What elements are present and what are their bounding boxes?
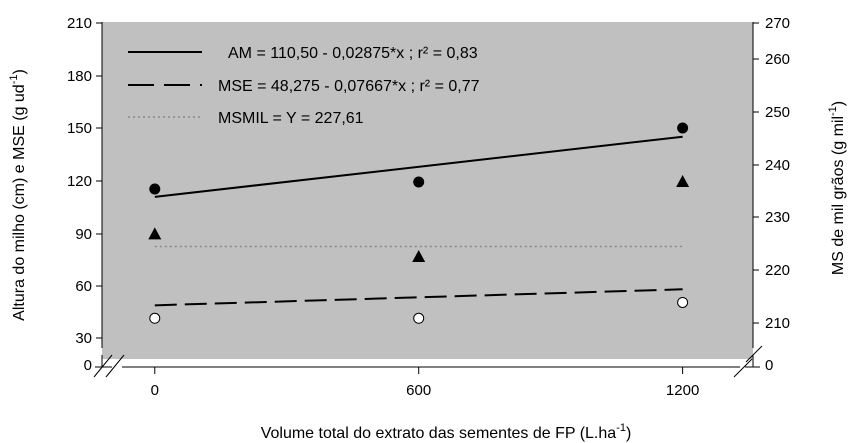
legend-label: AM = 110,50 - 0,02875*x ; r² = 0,83 [228,45,478,62]
y-right-tick-label: 230 [765,209,790,226]
y-left-tick-label: 150 [67,120,92,137]
y-right-tick-label: 0 [765,357,773,374]
point-msmil [150,313,160,323]
x-axis-label: Volume total do extrato das sementes de … [261,422,632,442]
x-tick-label: 1200 [666,382,699,399]
y-left-tick-label: 0 [84,357,92,374]
legend-label: MSE = 48,275 - 0,07667*x ; r² = 0,77 [218,78,480,95]
point-am [677,123,688,134]
y-right-tick-label: 270 [765,15,790,32]
point-am [149,184,160,195]
y-right-tick-label: 240 [765,157,790,174]
y-right-tick-label: 250 [765,104,790,121]
legend-label: MSMIL = Y = 227,61 [218,110,364,127]
axis-break-right-1 [734,359,752,377]
x-tick-label: 0 [151,382,159,399]
y-left-tick-label: 180 [67,68,92,85]
y-left-tick-label: 210 [67,15,92,32]
x-tick-label: 600 [406,382,431,399]
y-left-tick-label: 60 [75,278,92,295]
point-msmil [678,297,688,307]
y-right-tick-label: 260 [765,51,790,68]
y-right-tick-label: 220 [765,262,790,279]
point-msmil [414,313,424,323]
y-left-tick-label: 90 [75,226,92,243]
y-axis-label-left: Altura do milho (cm) e MSE (g ud-1) [8,69,28,321]
y-left-tick-label: 30 [75,330,92,347]
y-right-tick-label: 210 [765,315,790,332]
y-axis-label-right: MS de mil grãos (g mil-1) [827,101,847,275]
y-left-tick-label: 120 [67,173,92,190]
point-am [413,177,424,188]
plot-background [102,22,753,359]
